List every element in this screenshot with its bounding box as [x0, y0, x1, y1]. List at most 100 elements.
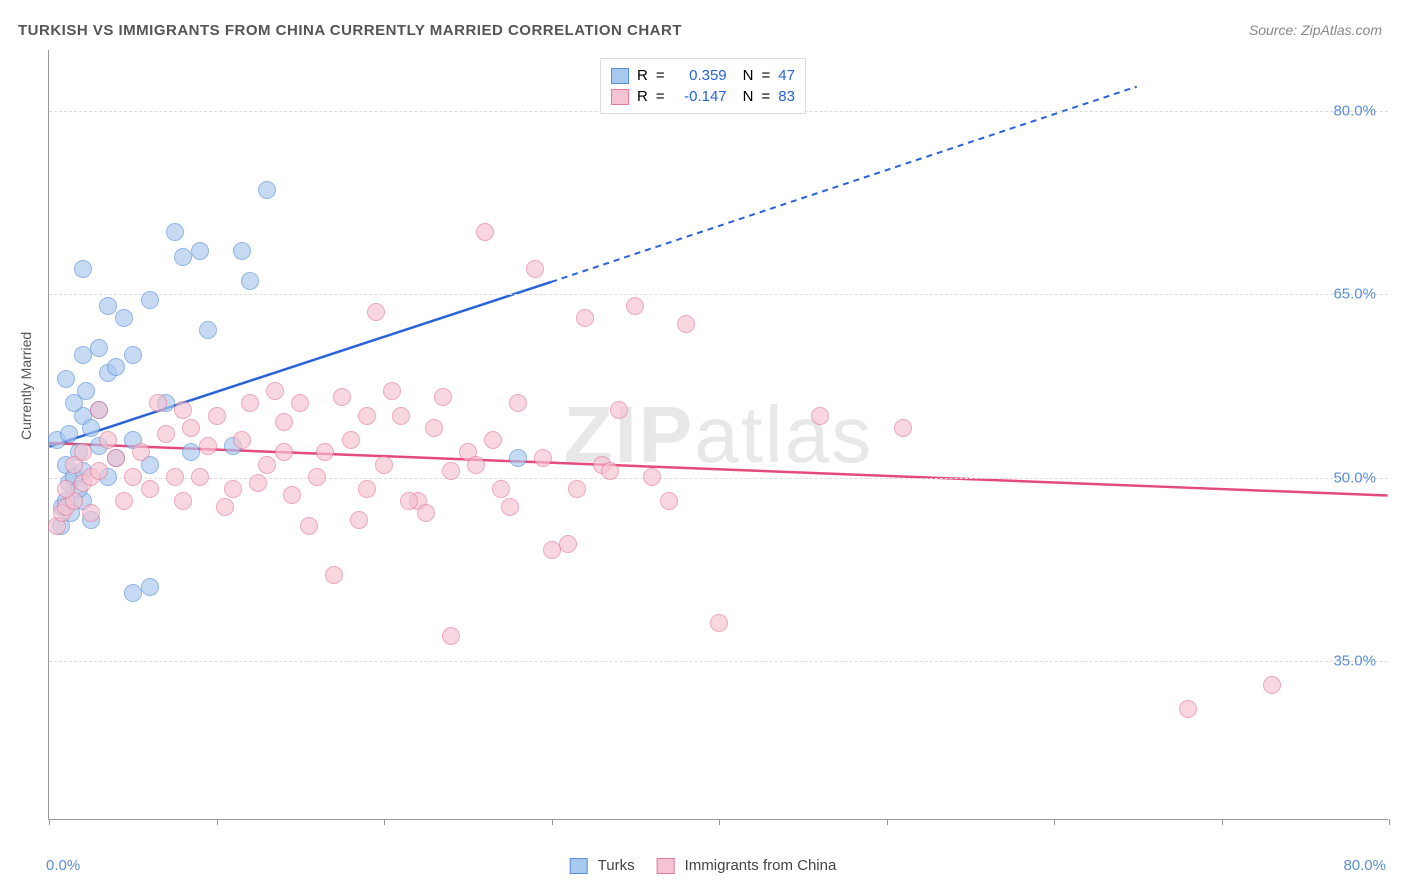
point-turks: [57, 370, 75, 388]
point-china: [710, 614, 728, 632]
x-origin-label: 0.0%: [46, 857, 80, 874]
point-turks: [199, 321, 217, 339]
point-china: [1263, 676, 1281, 694]
n-label: N: [743, 67, 754, 84]
point-china: [99, 431, 117, 449]
point-china: [894, 419, 912, 437]
n-label: N: [743, 88, 754, 105]
point-china: [199, 437, 217, 455]
swatch-turks-bottom: [570, 858, 588, 874]
point-china: [208, 407, 226, 425]
point-china: [534, 449, 552, 467]
point-china: [107, 449, 125, 467]
point-china: [375, 456, 393, 474]
point-china: [568, 480, 586, 498]
point-turks: [141, 291, 159, 309]
legend-label-china: Immigrants from China: [685, 857, 837, 874]
n-value-turks: 47: [778, 67, 795, 84]
x-tick: [1054, 819, 1055, 825]
point-turks: [82, 419, 100, 437]
n-value-china: 83: [778, 88, 795, 105]
legend-row-china: R = -0.147 N = 83: [611, 86, 795, 107]
x-end-label: 80.0%: [1343, 857, 1386, 874]
point-turks: [107, 358, 125, 376]
point-china: [90, 401, 108, 419]
point-china: [342, 431, 360, 449]
point-china: [660, 492, 678, 510]
point-china: [367, 303, 385, 321]
eq: =: [762, 67, 771, 84]
point-china: [258, 456, 276, 474]
r-label: R: [637, 67, 648, 84]
point-china: [626, 297, 644, 315]
point-china: [1179, 700, 1197, 718]
y-tick-label: 35.0%: [1333, 653, 1376, 670]
x-tick: [719, 819, 720, 825]
y-tick-label: 50.0%: [1333, 469, 1376, 486]
legend-row-turks: R = 0.359 N = 47: [611, 65, 795, 86]
point-china: [157, 425, 175, 443]
point-china: [392, 407, 410, 425]
point-turks: [124, 346, 142, 364]
gridline-h: [49, 294, 1388, 295]
point-china: [333, 388, 351, 406]
point-china: [358, 407, 376, 425]
point-china: [233, 431, 251, 449]
legend-label-turks: Turks: [598, 857, 635, 874]
point-china: [383, 382, 401, 400]
point-china: [241, 394, 259, 412]
point-turks: [90, 339, 108, 357]
point-turks: [74, 346, 92, 364]
y-axis-label: Currently Married: [18, 332, 34, 440]
point-china: [82, 504, 100, 522]
point-china: [358, 480, 376, 498]
r-value-turks: 0.359: [673, 67, 727, 84]
point-turks: [166, 223, 184, 241]
point-china: [610, 401, 628, 419]
point-china: [442, 462, 460, 480]
point-china: [467, 456, 485, 474]
point-china: [509, 394, 527, 412]
point-china: [350, 511, 368, 529]
point-china: [216, 498, 234, 516]
point-china: [417, 504, 435, 522]
point-china: [275, 443, 293, 461]
eq: =: [762, 88, 771, 105]
x-tick: [384, 819, 385, 825]
point-china: [115, 492, 133, 510]
point-turks: [182, 443, 200, 461]
point-turks: [174, 248, 192, 266]
point-china: [811, 407, 829, 425]
x-tick: [217, 819, 218, 825]
point-turks: [74, 260, 92, 278]
r-label: R: [637, 88, 648, 105]
point-china: [275, 413, 293, 431]
point-turks: [509, 449, 527, 467]
x-tick: [1222, 819, 1223, 825]
point-turks: [191, 242, 209, 260]
point-turks: [115, 309, 133, 327]
point-turks: [258, 181, 276, 199]
point-china: [643, 468, 661, 486]
point-china: [325, 566, 343, 584]
point-china: [141, 480, 159, 498]
point-china: [283, 486, 301, 504]
point-turks: [124, 584, 142, 602]
point-china: [501, 498, 519, 516]
point-china: [166, 468, 184, 486]
point-china: [601, 462, 619, 480]
watermark-bold: ZIP: [564, 390, 694, 479]
gridline-h: [49, 661, 1388, 662]
point-turks: [233, 242, 251, 260]
point-china: [149, 394, 167, 412]
point-china: [543, 541, 561, 559]
watermark-light: atlas: [694, 390, 873, 479]
point-china: [224, 480, 242, 498]
point-china: [174, 492, 192, 510]
point-china: [90, 462, 108, 480]
point-china: [300, 517, 318, 535]
x-tick: [1389, 819, 1390, 825]
point-china: [174, 401, 192, 419]
point-china: [425, 419, 443, 437]
source-label: Source: ZipAtlas.com: [1249, 22, 1382, 38]
